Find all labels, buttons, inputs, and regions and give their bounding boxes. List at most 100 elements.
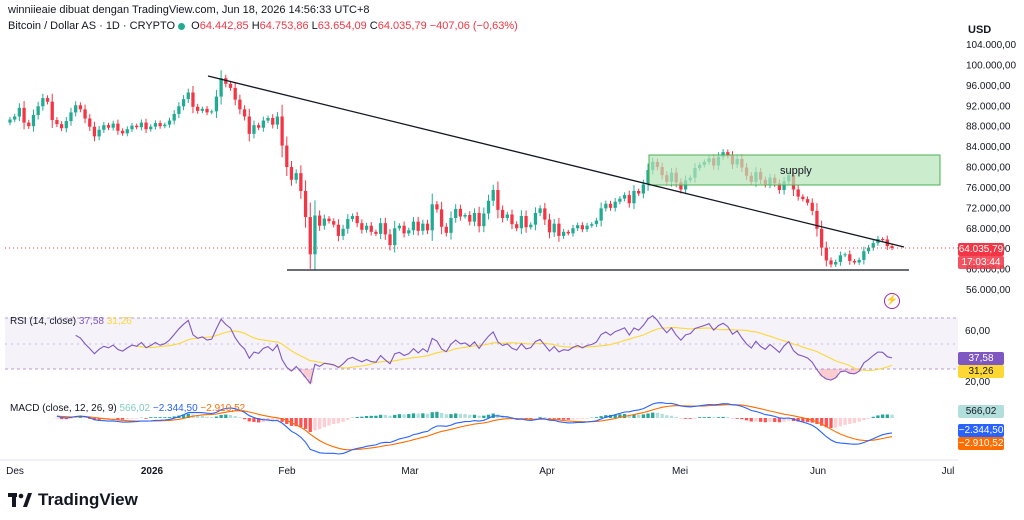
macd-histogram-bar [228, 414, 233, 418]
supply-zone[interactable] [648, 154, 941, 186]
time-axis-label: Mei [672, 466, 688, 477]
time-axis-label: Feb [278, 466, 296, 477]
macd-histogram-bar [712, 417, 716, 418]
candle [45, 98, 50, 102]
macd-histogram-bar [566, 418, 570, 420]
candle [777, 183, 782, 190]
macd-histogram-bar [477, 415, 481, 418]
price-chart[interactable]: 104.000,00 100.000,00 96.000,00 92.000,00 88… [0, 0, 1024, 490]
macd-histogram-bar [200, 415, 204, 418]
macd-histogram-bar [787, 418, 791, 421]
macd-histogram-bar [777, 418, 782, 423]
candle [186, 92, 190, 100]
candle [599, 208, 603, 221]
macd-histogram-bar [618, 414, 622, 418]
macd-histogram-bar [280, 418, 284, 422]
candle [36, 106, 40, 115]
candle [402, 225, 406, 234]
macd-histogram-bar [97, 418, 101, 421]
macd-histogram-bar [181, 414, 186, 418]
candle [444, 226, 448, 233]
macd-histogram-bar [153, 417, 158, 418]
macd-histogram-bar [557, 418, 561, 420]
candle [238, 99, 242, 110]
macd-histogram-bar [327, 418, 331, 426]
candle [829, 260, 833, 265]
candle [571, 228, 575, 234]
macd-histogram-bar [646, 413, 650, 418]
rsi-title[interactable]: RSI (14, close) [10, 316, 77, 327]
candle [435, 204, 439, 210]
candle [116, 123, 120, 131]
candle [801, 196, 805, 200]
macd-histogram-bar [665, 415, 669, 418]
candle [646, 170, 650, 185]
descending-trendline[interactable] [207, 75, 905, 248]
macd-histogram-bar [627, 414, 631, 418]
macd-title[interactable]: MACD (close, 12, 26, 9) [10, 403, 117, 414]
candle [280, 116, 284, 146]
candle [496, 189, 500, 210]
candle [388, 234, 392, 246]
candle [88, 118, 92, 127]
candle [796, 189, 800, 197]
time-axis-label: Jun [810, 466, 826, 477]
candle [425, 223, 430, 231]
price-axis-label: 92.000,00 [966, 101, 1011, 112]
macd-histogram-bar [576, 418, 580, 419]
macd-histogram-bar [435, 411, 439, 418]
candle [167, 120, 172, 125]
macd-signal-tag: −2.910,52 [958, 437, 1004, 450]
price-axis-label: 96.000,00 [966, 81, 1011, 92]
candle [543, 208, 547, 220]
candle [27, 122, 31, 127]
rsi-tag: 37,58 [958, 352, 1004, 365]
macd-histogram-bar [543, 417, 547, 418]
macd-histogram-bar [758, 418, 763, 422]
candle [102, 125, 106, 130]
candle [430, 204, 434, 231]
candle [838, 255, 843, 262]
candle [871, 243, 875, 248]
candle [172, 113, 176, 121]
candle [834, 261, 838, 265]
macd-histogram-bar [730, 418, 735, 419]
macd-histogram-bar [439, 412, 444, 418]
candle [191, 92, 195, 107]
macd-histogram-bar [599, 416, 603, 418]
macd-histogram-bar [130, 418, 134, 419]
macd-histogram-bar [449, 414, 453, 418]
symbol-name[interactable]: Bitcoin / Dollar AS · 1D · CRYPTO [8, 20, 176, 32]
time-axis-label: Apr [539, 466, 555, 477]
candle [360, 223, 364, 230]
macd-histogram-bar [773, 418, 777, 422]
macd-histogram-bar [561, 418, 566, 420]
macd-histogram-bar [726, 417, 730, 418]
macd-signal-line [56, 404, 893, 451]
last-price-tag: 64.035,79 [958, 243, 1004, 256]
currency-label[interactable]: USD [968, 24, 992, 36]
macd-histogram-bar [862, 418, 866, 420]
lightning-icon[interactable]: ⚡ [884, 293, 900, 309]
candle [407, 230, 411, 234]
candle [158, 123, 162, 127]
macd-histogram-bar [819, 418, 824, 426]
candle [848, 254, 852, 261]
macd-histogram-bar [585, 418, 589, 419]
macd-histogram-bar [294, 418, 298, 427]
candle [421, 223, 425, 231]
macd-histogram-bar [688, 418, 692, 419]
candle [139, 122, 144, 128]
macd-histogram-bar [721, 416, 725, 418]
macd-histogram-bar [125, 418, 129, 420]
macd-histogram-bar [139, 417, 144, 418]
macd-histogram-bar [538, 417, 542, 418]
macd-histogram-bar [64, 418, 68, 420]
macd-histogram-bar [458, 413, 463, 418]
candle [125, 129, 129, 134]
macd-signal-value: −2.910,52 [200, 403, 246, 414]
macd-histogram-bar [322, 418, 326, 428]
candle [13, 116, 17, 120]
high-label: H [251, 20, 260, 32]
candle [144, 122, 148, 130]
